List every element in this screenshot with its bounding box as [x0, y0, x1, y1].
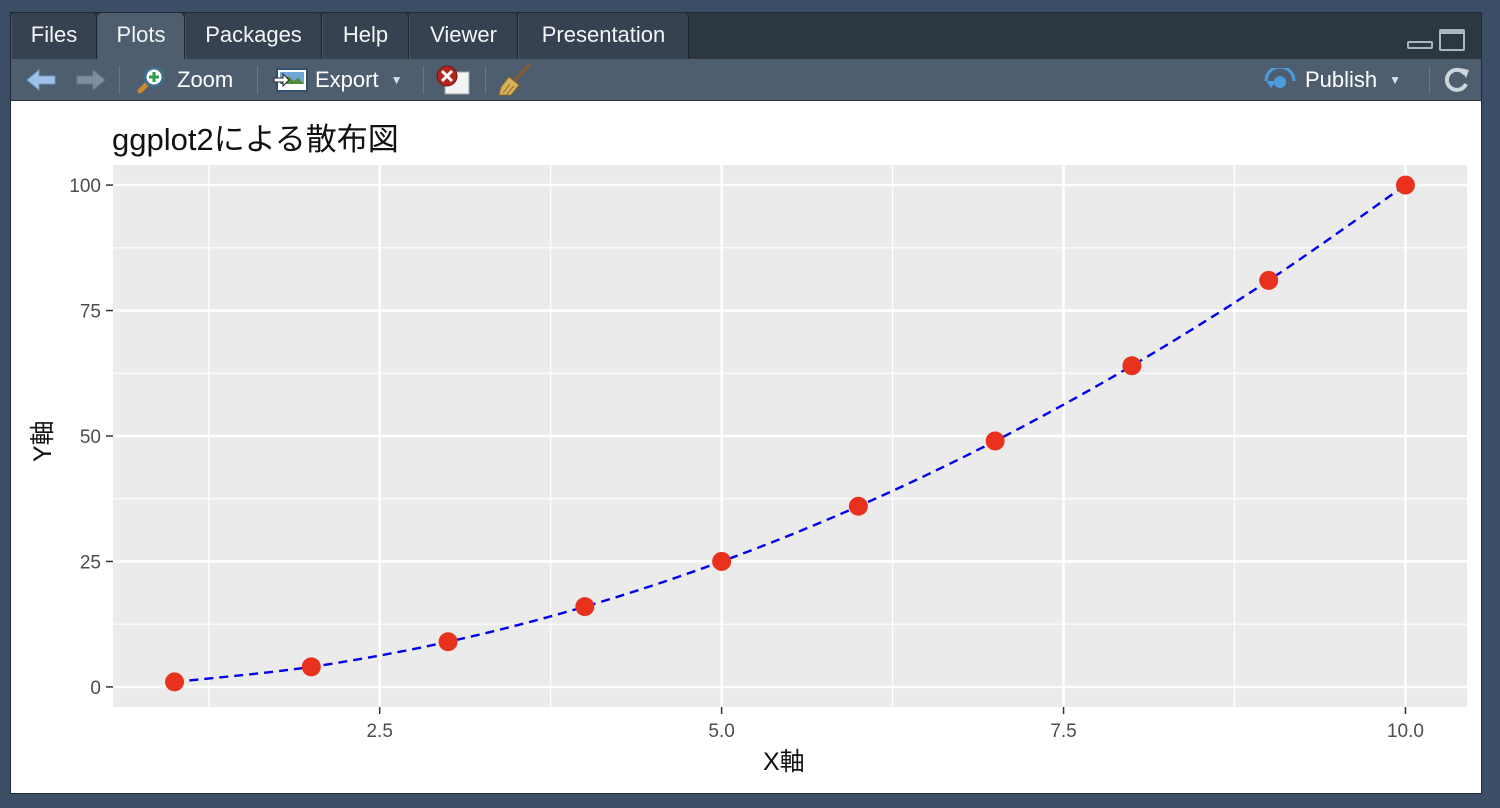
broom-icon [498, 63, 531, 96]
data-point [438, 632, 458, 652]
data-point [165, 672, 185, 692]
data-point [712, 551, 732, 571]
y-tick-label: 75 [80, 302, 101, 323]
tab-bar: Files Plots Packages Help Viewer Present… [11, 13, 1481, 59]
minimize-pane-button[interactable] [1407, 41, 1433, 49]
clear-all-plots-button[interactable] [497, 59, 533, 101]
publish-button[interactable]: Publish ▼ [1263, 59, 1401, 101]
x-tick-label: 2.5 [366, 721, 392, 742]
window-controls [1407, 29, 1465, 51]
refresh-button[interactable] [1441, 59, 1471, 101]
maximize-pane-button[interactable] [1439, 29, 1465, 51]
remove-plot-button[interactable] [435, 59, 471, 101]
back-button[interactable] [25, 59, 57, 101]
x-tick-label: 5.0 [708, 721, 734, 742]
scatter-chart: 2.5 5.0 7.5 10.0 0 25 50 75 100 [69, 165, 1467, 742]
data-point [848, 496, 868, 516]
x-tick-label: 7.5 [1050, 721, 1076, 742]
publish-label: Publish [1305, 67, 1378, 92]
chevron-down-icon: ▼ [1389, 73, 1402, 87]
zoom-label: Zoom [177, 67, 234, 92]
export-button[interactable]: Export ▼ [273, 59, 402, 101]
plots-pane: Files Plots Packages Help Viewer Present… [10, 12, 1482, 794]
data-point [1395, 175, 1415, 195]
arrow-right-icon [76, 68, 106, 92]
data-point [575, 597, 595, 617]
y-tick-label: 25 [80, 552, 101, 573]
tab-help[interactable]: Help [322, 13, 409, 59]
data-point [1259, 270, 1279, 290]
refresh-icon [1444, 67, 1469, 92]
tab-packages[interactable]: Packages [185, 13, 322, 59]
zoom-button[interactable]: Zoom [135, 59, 233, 101]
plots-toolbar: Zoom Export ▼ [11, 59, 1481, 101]
y-tick-label: 50 [80, 427, 101, 448]
export-label: Export [315, 67, 379, 92]
data-point [1122, 356, 1142, 376]
plot-area: ggplot2による散布図 Y軸 X軸 2.5 5.0 7.5 10.0 0 25 50 75… [11, 102, 1481, 793]
data-point [301, 657, 321, 677]
data-point [985, 431, 1005, 451]
tab-presentation[interactable]: Presentation [518, 13, 689, 59]
magnifier-zoom-icon [137, 66, 165, 94]
publish-icon [1264, 68, 1296, 88]
tab-viewer[interactable]: Viewer [409, 13, 518, 59]
remove-plot-icon [436, 65, 470, 95]
chevron-down-icon: ▼ [390, 73, 403, 87]
x-tick-label: 10.0 [1387, 721, 1424, 742]
tab-plots[interactable]: Plots [97, 13, 185, 59]
y-tick-label: 0 [90, 678, 101, 699]
x-axis-title: X軸 [763, 748, 805, 776]
dashed-line-series [174, 184, 1407, 684]
forward-button[interactable] [75, 59, 107, 101]
tab-files[interactable]: Files [11, 13, 97, 59]
export-image-icon [273, 68, 308, 92]
plot-title: ggplot2による散布図 [112, 122, 399, 157]
arrow-left-icon [26, 68, 56, 92]
y-tick-label: 100 [69, 176, 101, 197]
